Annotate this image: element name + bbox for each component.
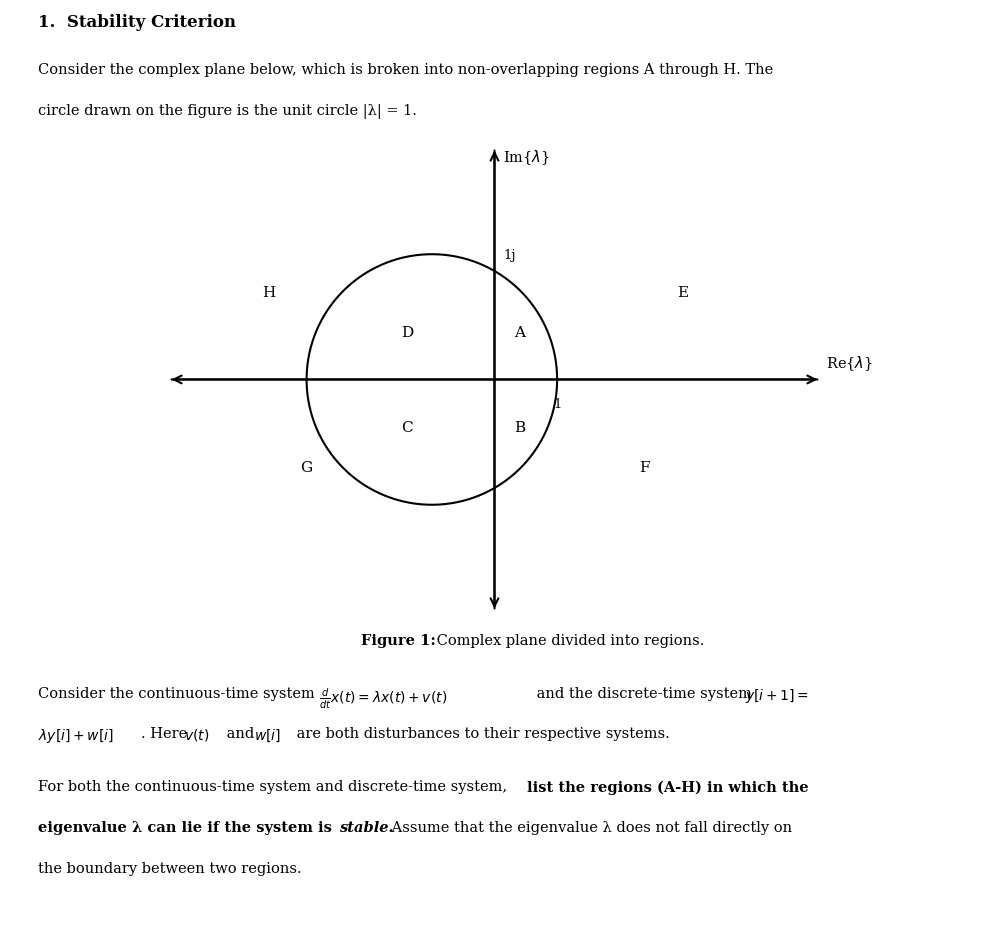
- Text: the boundary between two regions.: the boundary between two regions.: [38, 860, 302, 875]
- Text: $y[i+1] =$: $y[i+1] =$: [745, 686, 809, 704]
- Text: C: C: [401, 421, 412, 435]
- Text: $\frac{d}{dt}x(t) = \lambda x(t) + v(t)$: $\frac{d}{dt}x(t) = \lambda x(t) + v(t)$: [319, 686, 448, 710]
- Text: are both disturbances to their respective systems.: are both disturbances to their respectiv…: [292, 727, 670, 741]
- Text: and: and: [222, 727, 258, 741]
- Text: Consider the continuous-time system: Consider the continuous-time system: [38, 686, 319, 700]
- Text: . Here: . Here: [141, 727, 192, 741]
- Text: For both the continuous-time system and discrete-time system,: For both the continuous-time system and …: [38, 780, 511, 794]
- Text: G: G: [301, 461, 313, 475]
- Text: $w[i]$: $w[i]$: [254, 727, 281, 743]
- Text: 1.  Stability Criterion: 1. Stability Criterion: [38, 14, 235, 32]
- Text: circle drawn on the figure is the unit circle |λ| = 1.: circle drawn on the figure is the unit c…: [38, 104, 416, 119]
- Text: B: B: [514, 421, 525, 435]
- Text: and the discrete-time system: and the discrete-time system: [532, 686, 757, 700]
- Text: list the regions (A-H) in which the: list the regions (A-H) in which the: [527, 780, 809, 794]
- Text: $v(t)$: $v(t)$: [184, 727, 210, 743]
- Text: Assume that the eigenvalue λ does not fall directly on: Assume that the eigenvalue λ does not fa…: [387, 820, 792, 834]
- Text: $\lambda y[i] + w[i]$: $\lambda y[i] + w[i]$: [38, 727, 114, 744]
- Text: F: F: [640, 461, 650, 475]
- Text: H: H: [262, 286, 276, 299]
- Text: stable.: stable.: [339, 820, 394, 834]
- Text: D: D: [401, 325, 413, 339]
- Text: Figure 1:: Figure 1:: [361, 633, 436, 647]
- Text: eigenvalue λ can lie if the system is: eigenvalue λ can lie if the system is: [38, 820, 336, 834]
- Text: 1: 1: [553, 398, 562, 411]
- Text: E: E: [676, 286, 688, 299]
- Text: Consider the complex plane below, which is broken into non-overlapping regions A: Consider the complex plane below, which …: [38, 62, 772, 76]
- Text: A: A: [514, 325, 525, 339]
- Text: Im{$\lambda$}: Im{$\lambda$}: [503, 148, 550, 167]
- Text: Complex plane divided into regions.: Complex plane divided into regions.: [432, 633, 704, 647]
- Text: 1j: 1j: [503, 248, 516, 261]
- Text: Re{$\lambda$}: Re{$\lambda$}: [827, 354, 873, 373]
